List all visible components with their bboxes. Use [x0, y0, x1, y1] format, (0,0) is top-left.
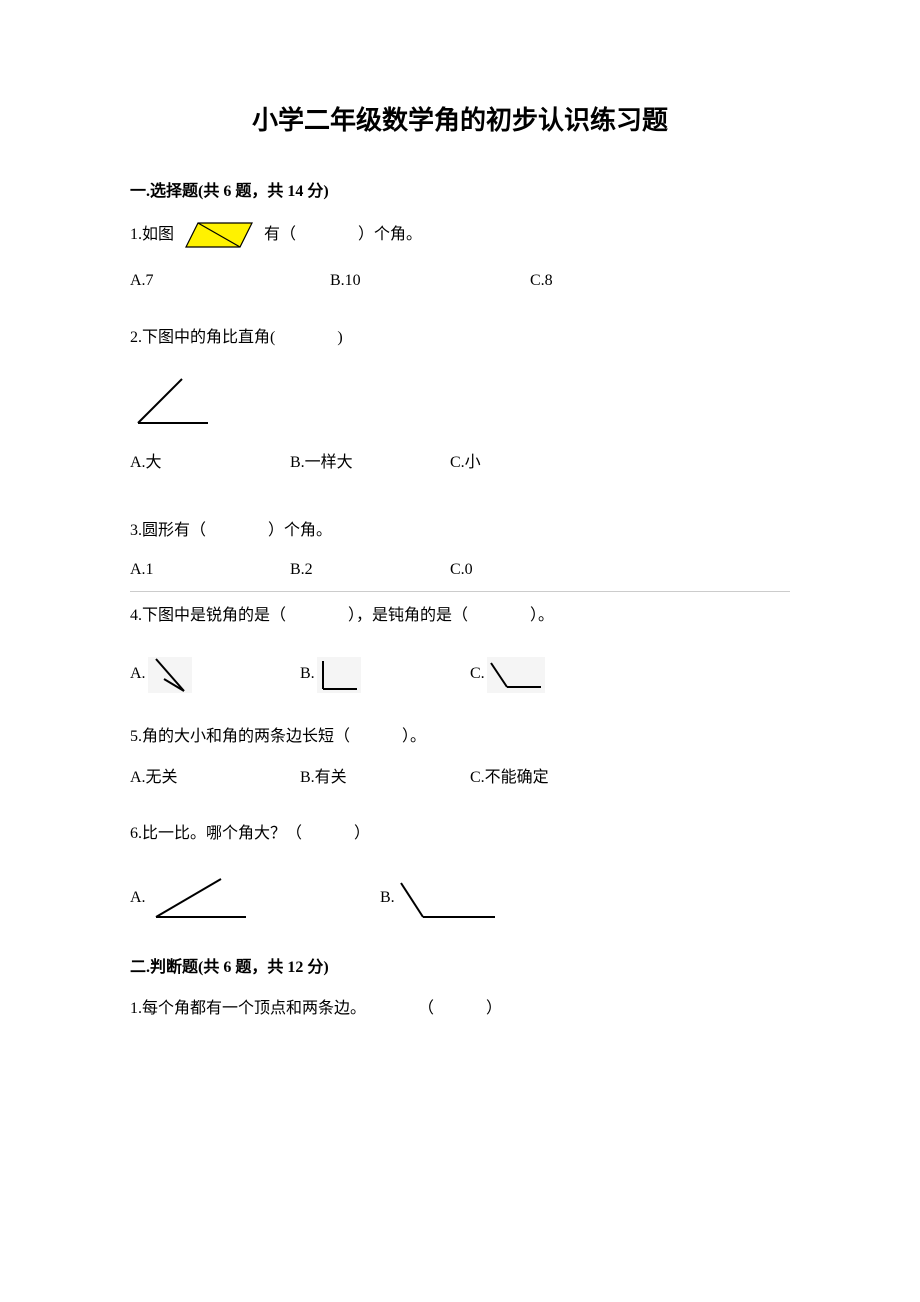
- q4-option-b: B.: [300, 655, 470, 695]
- question-3: 3.圆形有（ ）个角。 A.1 B.2 C.0: [130, 517, 790, 585]
- q3-option-b: B.2: [290, 556, 450, 585]
- question-2: 2.下图中的角比直角( ) A.大 B.一样大 C.小: [130, 324, 790, 478]
- q5-text-end: ）。: [402, 723, 426, 752]
- section-1-header: 一.选择题(共 6 题，共 14 分): [130, 177, 790, 201]
- q1-text-end: ）个角。: [358, 221, 422, 250]
- q2-text: 2.下图中的角比直角(: [130, 324, 275, 353]
- q1-option-c: C.8: [530, 267, 730, 296]
- divider-line: [130, 591, 790, 592]
- q2-text-end: ): [337, 324, 342, 353]
- q6-text-end: ）: [354, 820, 370, 849]
- q3-option-a: A.1: [130, 556, 290, 585]
- question-6: 6.比一比。哪个角大？（ ） A. B.: [130, 820, 790, 923]
- q6-option-b: B.: [380, 873, 630, 923]
- question-1: 1.如图 有（ ）个角。 A.7 B.10 C.8: [130, 219, 790, 296]
- q5-option-a: A.无关: [130, 764, 300, 793]
- q1-text-after: 有（: [264, 221, 296, 250]
- q2-option-a: A.大: [130, 449, 290, 478]
- q1-option-b: B.10: [330, 267, 530, 296]
- q4-option-a: A.: [130, 655, 300, 695]
- q4-angle-b: [315, 655, 363, 695]
- q4-option-a-label: A.: [130, 660, 146, 689]
- q1-text-before: 1.如图: [130, 221, 174, 250]
- q6-option-a: A.: [130, 873, 380, 923]
- q3-text: 3.圆形有（: [130, 517, 206, 546]
- question-4: 4.下图中是锐角的是（ ），是钝角的是（ ）。 A. B. C.: [130, 602, 790, 695]
- q4-text-end: ）。: [530, 602, 554, 631]
- q4-option-c-label: C.: [470, 660, 485, 689]
- q1-parallelogram-figure: [180, 219, 258, 251]
- q4-angle-c: [485, 655, 547, 695]
- q2-option-c: C.小: [450, 449, 610, 478]
- q4-option-b-label: B.: [300, 660, 315, 689]
- q4-option-c: C.: [470, 655, 640, 695]
- q3-option-c: C.0: [450, 556, 610, 585]
- section-2-header: 二.判断题(共 6 题，共 12 分): [130, 953, 790, 977]
- q4-text: 4.下图中是锐角的是（: [130, 602, 286, 631]
- q4-text-mid: ），是钝角的是（: [348, 602, 468, 631]
- q6-text: 6.比一比。哪个角大？（: [130, 820, 302, 849]
- q5-option-c: C.不能确定: [470, 764, 640, 793]
- q5-option-b: B.有关: [300, 764, 470, 793]
- q6-option-b-label: B.: [380, 884, 395, 913]
- tf-q1-paren-close: ）: [486, 995, 502, 1024]
- question-5: 5.角的大小和角的两条边长短（ ）。 A.无关 B.有关 C.不能确定: [130, 723, 790, 793]
- q2-option-b: B.一样大: [290, 449, 450, 478]
- page-title: 小学二年级数学角的初步认识练习题: [130, 100, 790, 137]
- q1-option-a: A.7: [130, 267, 330, 296]
- q6-option-a-label: A.: [130, 884, 146, 913]
- q3-text-end: ）个角。: [268, 517, 332, 546]
- q2-angle-figure: [130, 371, 220, 431]
- q6-angle-b: [395, 873, 505, 923]
- q5-text: 5.角的大小和角的两条边长短（: [130, 723, 350, 752]
- q6-angle-a: [146, 873, 256, 923]
- tf-q1-text: 1.每个角都有一个顶点和两条边。: [130, 995, 366, 1024]
- tf-q1-paren-open: （: [418, 995, 434, 1024]
- tf-question-1: 1.每个角都有一个顶点和两条边。 （ ）: [130, 995, 790, 1024]
- q4-angle-a: [146, 655, 194, 695]
